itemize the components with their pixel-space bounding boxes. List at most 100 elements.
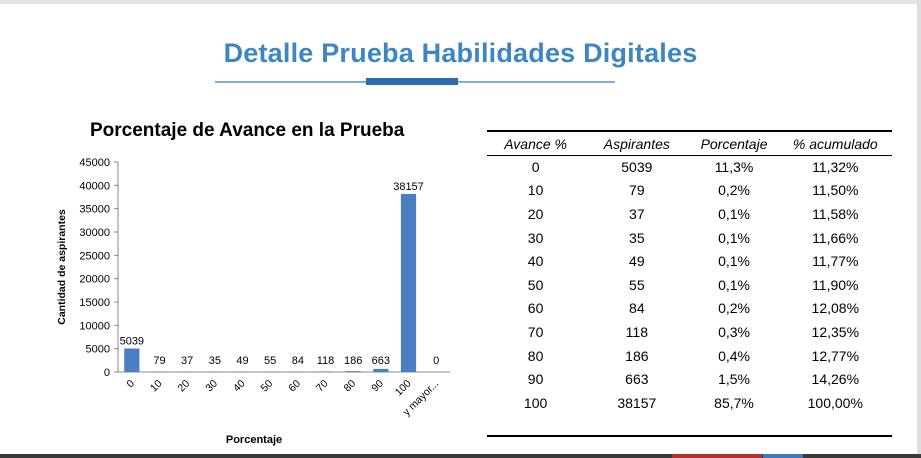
x-tick-label: 70 xyxy=(314,378,331,395)
table-cell: 11,3% xyxy=(714,158,754,175)
y-tick-label: 5000 xyxy=(86,344,110,356)
table-cell: 70 xyxy=(527,323,544,340)
table-row: 0 5039 11,3% 11,32% xyxy=(487,155,892,179)
table-rule-top xyxy=(487,130,892,132)
table-cell: 49 xyxy=(629,253,645,270)
x-axis-title: Porcentaje xyxy=(226,434,282,446)
table-cell: 0,1% xyxy=(718,205,750,222)
table-row: 20 37 0,1% 11,58% xyxy=(487,202,892,226)
table-cell: 20 xyxy=(527,205,544,222)
table-cell: 0,1% xyxy=(718,276,750,293)
column-header: Avance % xyxy=(504,135,567,152)
table-cell: 37 xyxy=(629,205,645,222)
data-label: 37 xyxy=(181,355,193,367)
table-cell: 663 xyxy=(625,371,649,388)
table-row: 70 118 0,3% 12,35% xyxy=(487,320,892,344)
bar xyxy=(317,371,334,372)
table-cell: 0 xyxy=(531,158,540,175)
data-label: 84 xyxy=(292,355,304,367)
table-row: 100 38157 85,7% 100,00% xyxy=(487,391,892,415)
data-label: 118 xyxy=(317,355,335,367)
table-cell: 85,7% xyxy=(714,394,754,411)
table-cell: 80 xyxy=(527,347,544,364)
table-cell: 40 xyxy=(527,253,544,270)
table-cell: 11,77% xyxy=(812,253,859,270)
x-tick-label: 50 xyxy=(259,378,276,395)
data-table: Avance % Aspirantes Porcentaje % acumula… xyxy=(487,132,892,415)
table-cell: 12,77% xyxy=(811,347,860,364)
column-header: Porcentaje xyxy=(700,135,768,152)
table-cell: 11,90% xyxy=(812,276,859,293)
y-tick-label: 45000 xyxy=(79,157,110,169)
y-tick-label: 30000 xyxy=(79,227,110,239)
table-rule-header xyxy=(487,155,892,156)
bottom-bar-red xyxy=(672,454,762,458)
table-cell: 12,35% xyxy=(811,323,860,340)
table-cell: 55 xyxy=(629,276,645,293)
table-cell: 11,66% xyxy=(812,229,859,246)
data-label: 38157 xyxy=(393,181,424,193)
y-tick-label: 25000 xyxy=(79,250,110,262)
table-cell: 0,1% xyxy=(718,229,750,246)
table-cell: 118 xyxy=(625,323,648,340)
table-cell: 0,2% xyxy=(718,300,750,317)
table-cell: 0,1% xyxy=(718,253,750,270)
x-tick-label: 40 xyxy=(231,378,248,395)
x-tick-label: 100 xyxy=(393,378,414,399)
table-cell: 14,26% xyxy=(811,371,860,388)
bar xyxy=(373,368,389,372)
table-cell: 100,00% xyxy=(807,394,863,411)
title-underline-accent xyxy=(366,78,458,85)
x-tick-label: 80 xyxy=(342,378,359,395)
table-cell: 186 xyxy=(625,347,649,364)
y-tick-label: 0 xyxy=(104,367,110,379)
page-title: Detalle Prueba Habilidades Digitales xyxy=(223,38,698,68)
data-label: 35 xyxy=(209,355,221,367)
table-cell: 100 xyxy=(523,394,548,411)
data-label: 5039 xyxy=(120,335,144,347)
table-row: 10 79 0,2% 11,50% xyxy=(487,179,892,203)
data-label: 186 xyxy=(344,355,362,367)
table-cell: 12,08% xyxy=(811,300,860,317)
table-header-row: Avance % Aspirantes Porcentaje % acumula… xyxy=(487,132,892,155)
x-tick-label: 10 xyxy=(148,378,165,395)
table-cell: 35 xyxy=(629,229,645,246)
x-tick-label: 60 xyxy=(286,378,303,395)
table-cell: 0,2% xyxy=(718,182,750,199)
x-tick-label: 90 xyxy=(369,378,386,395)
data-label: 0 xyxy=(433,355,439,367)
table-cell: 30 xyxy=(527,229,544,246)
table-cell: 84 xyxy=(629,300,645,317)
table-cell: 11,32% xyxy=(812,158,859,175)
data-label: 49 xyxy=(236,355,248,367)
data-label: 79 xyxy=(153,355,165,367)
column-header: Aspirantes xyxy=(603,135,670,152)
table-row: 90 663 1,5% 14,26% xyxy=(487,367,892,391)
table-row: 50 55 0,1% 11,90% xyxy=(487,273,892,297)
table-cell: 60 xyxy=(527,300,544,317)
y-tick-label: 40000 xyxy=(79,180,110,192)
chart-title: Porcentaje de Avance en la Prueba xyxy=(90,120,405,141)
y-tick-label: 20000 xyxy=(79,274,110,286)
bar-chart: 0500010000150002000025000300003500040000… xyxy=(56,157,450,446)
y-tick-label: 35000 xyxy=(79,204,110,216)
bar xyxy=(124,348,140,372)
table-cell: 79 xyxy=(629,182,645,199)
bar xyxy=(400,193,417,372)
column-header: % acumulado xyxy=(792,135,878,152)
table-rule-bottom xyxy=(487,435,892,437)
table-cell: 50 xyxy=(527,276,544,293)
bottom-bar xyxy=(0,454,921,458)
table-cell: 0,3% xyxy=(718,323,750,340)
table-cell: 0,4% xyxy=(718,347,750,364)
y-tick-label: 15000 xyxy=(79,297,110,309)
table-cell: 11,58% xyxy=(812,205,859,222)
table-cell: 11,50% xyxy=(812,182,859,199)
top-border xyxy=(0,0,921,4)
x-tick-label: 20 xyxy=(176,378,193,395)
table-row: 30 35 0,1% 11,66% xyxy=(487,226,892,250)
table-cell: 10 xyxy=(527,182,544,199)
table-row: 80 186 0,4% 12,77% xyxy=(487,344,892,368)
table-row: 40 49 0,1% 11,77% xyxy=(487,249,892,273)
y-axis-title: Cantidad de aspirantes xyxy=(56,209,68,325)
